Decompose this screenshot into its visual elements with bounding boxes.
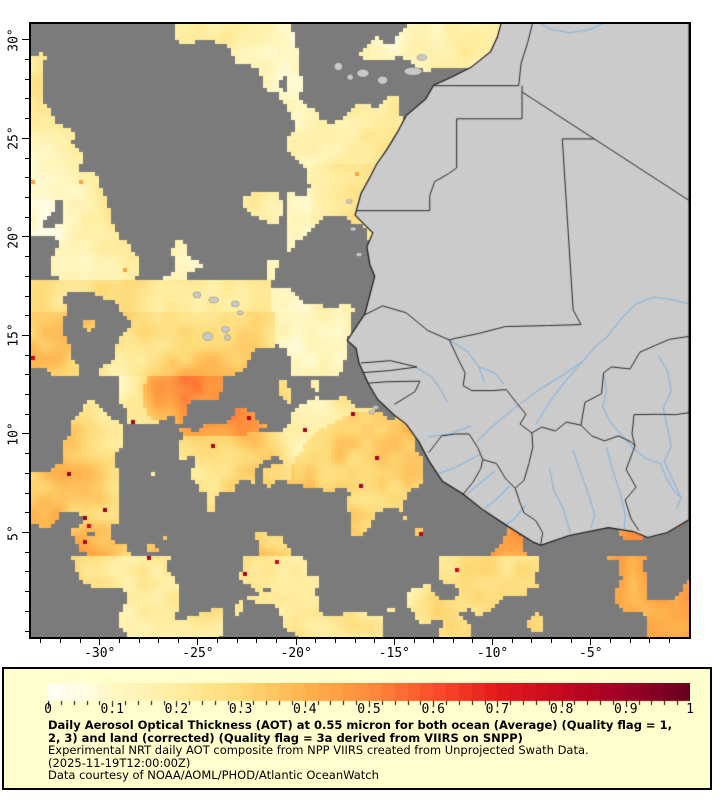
colorbar-tick-label: 0.3: [228, 702, 253, 717]
lat-tick-label: 30°: [6, 28, 22, 52]
lat-major-tick: [22, 39, 29, 41]
lon-tick-label: -5°: [579, 646, 603, 661]
lon-minor-tick: [315, 639, 317, 643]
lon-minor-tick: [531, 639, 533, 643]
lon-minor-tick: [472, 639, 474, 643]
map-plot-area: [29, 22, 691, 639]
lat-tick-label: 10°: [6, 422, 22, 446]
lat-major-tick: [22, 137, 29, 139]
lon-major-tick: [197, 639, 199, 645]
colorbar-canvas: [48, 683, 690, 709]
lat-tick-label: 25°: [6, 126, 22, 151]
lon-minor-tick: [138, 639, 140, 643]
lon-minor-tick: [79, 639, 81, 643]
caption-title-line-1: Daily Aerosol Optical Thickness (AOT) at…: [48, 718, 672, 732]
lon-minor-tick: [668, 639, 670, 643]
lon-minor-tick: [452, 639, 454, 643]
lon-minor-tick: [354, 639, 356, 643]
lat-tick-label: 20°: [6, 225, 22, 249]
lon-minor-tick: [334, 639, 336, 643]
lon-major-tick: [99, 639, 101, 645]
lat-major-tick: [22, 433, 29, 435]
colorbar-tick-label: 0.2: [164, 702, 189, 717]
colorbar-tick-label: 1: [686, 702, 694, 717]
lon-minor-tick: [59, 639, 61, 643]
lon-minor-tick: [433, 639, 435, 643]
colorbar-tick-label: 0.4: [293, 702, 317, 717]
lon-minor-tick: [177, 639, 179, 643]
lon-tick-label: -15°: [378, 646, 411, 661]
caption-subtitle: Experimental NRT daily AOT composite fro…: [48, 743, 589, 757]
lon-minor-tick: [118, 639, 120, 643]
lat-major-tick: [22, 334, 29, 336]
lon-major-tick: [295, 639, 297, 645]
caption-credit: Data courtesy of NOAA/AOML/PHOD/Atlantic…: [48, 768, 379, 782]
caption-block: Daily Aerosol Optical Thickness (AOT) at…: [48, 719, 672, 782]
lon-minor-tick: [629, 639, 631, 643]
colorbar-tick-label: 0.8: [549, 702, 574, 717]
lon-minor-tick: [511, 639, 513, 643]
lon-major-tick: [590, 639, 592, 645]
colorbar-tick-label: 0.7: [485, 702, 510, 717]
lon-minor-tick: [158, 639, 160, 643]
lon-minor-tick: [649, 639, 651, 643]
lat-major-tick: [22, 532, 29, 534]
lon-tick-label: -10°: [476, 646, 509, 661]
colorbar-tick-label: 0.5: [357, 702, 381, 717]
lat-tick-label: 15°: [6, 323, 22, 348]
lon-minor-tick: [374, 639, 376, 643]
colorbar-tick-label: 0.1: [100, 702, 124, 717]
lon-major-tick: [393, 639, 395, 645]
lat-major-tick: [22, 236, 29, 238]
lon-minor-tick: [276, 639, 278, 643]
lon-minor-tick: [256, 639, 258, 643]
lon-minor-tick: [217, 639, 219, 643]
caption-title-line-2: 2, 3) and land (corrected) (Quality flag…: [48, 730, 523, 745]
lon-minor-tick: [551, 639, 552, 643]
legend-panel: 0 0.1 0.2 0.3 0.4 0.5 0.6 0.7 0.8 0.9 1 Daily Aero…: [2, 667, 712, 790]
lon-major-tick: [492, 639, 494, 645]
aot-map-canvas: [31, 24, 689, 637]
lon-minor-tick: [609, 639, 611, 643]
lat-tick-label: 5°: [6, 524, 22, 541]
caption-timestamp: (2025-11-19T12:00:00Z): [48, 755, 191, 770]
lon-tick-label: -30°: [84, 646, 116, 661]
lon-minor-tick: [236, 639, 238, 643]
lon-minor-tick: [413, 639, 415, 643]
colorbar-tick-label: 0.6: [421, 702, 445, 717]
lon-tick-label: -25°: [182, 646, 214, 661]
colorbar-tick-label: 0: [44, 702, 52, 717]
lon-minor-tick: [40, 639, 42, 643]
colorbar-tick-label: 0.9: [614, 702, 638, 717]
lon-tick-label: -20°: [280, 646, 312, 661]
lon-minor-tick: [570, 639, 572, 643]
